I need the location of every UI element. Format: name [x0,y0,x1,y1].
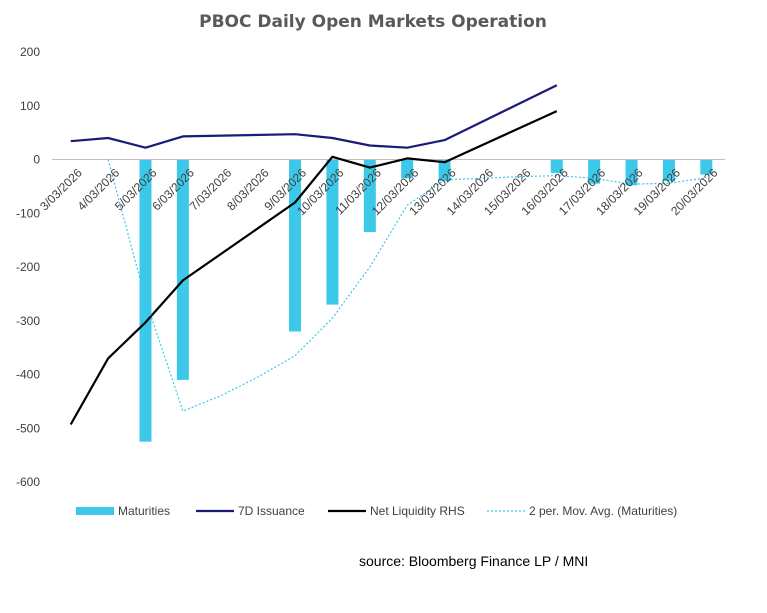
maturities-bar [550,159,563,173]
source-note: source: Bloomberg Finance LP / MNI [359,553,588,569]
y-tick-label: -300 [16,314,40,328]
legend-label: 7D Issuance [238,504,305,518]
maturities-bar [700,159,713,175]
y-tick-label: 0 [33,153,40,167]
y-tick-label: -100 [16,206,40,220]
legend-label: Maturities [118,504,170,518]
maturities-bar [401,159,414,179]
moving-average-line [107,159,707,412]
issuance-line [70,84,558,149]
chart-title: PBOC Daily Open Markets Operation [199,12,547,32]
y-tick-label: -600 [16,475,40,489]
maturities-bar [438,159,451,181]
maturities-bar [326,159,339,305]
y-tick-label: 100 [20,99,40,113]
legend: Maturities 7D Issuance Net Liquidity RHS 2 … [76,504,677,518]
series-lines [69,84,707,426]
legend-label: 2 per. Mov. Avg. (Maturities) [529,504,677,518]
y-tick-label: -500 [16,421,40,435]
net-liquidity-line [69,110,558,426]
maturities-bar [176,159,189,380]
legend-swatch-maturities [76,507,114,515]
maturities-bar [662,159,675,181]
legend-label: Net Liquidity RHS [370,504,465,518]
y-axis: 200 100 0 -100 -200 -300 -400 -500 -600 [16,45,40,489]
maturities-bar [363,159,376,233]
y-tick-label: -200 [16,260,40,274]
y-tick-label: -400 [16,368,40,382]
maturities-bar [625,159,638,186]
maturities-bar [289,159,302,332]
y-tick-label: 200 [20,45,40,59]
maturities-bars [139,159,713,442]
